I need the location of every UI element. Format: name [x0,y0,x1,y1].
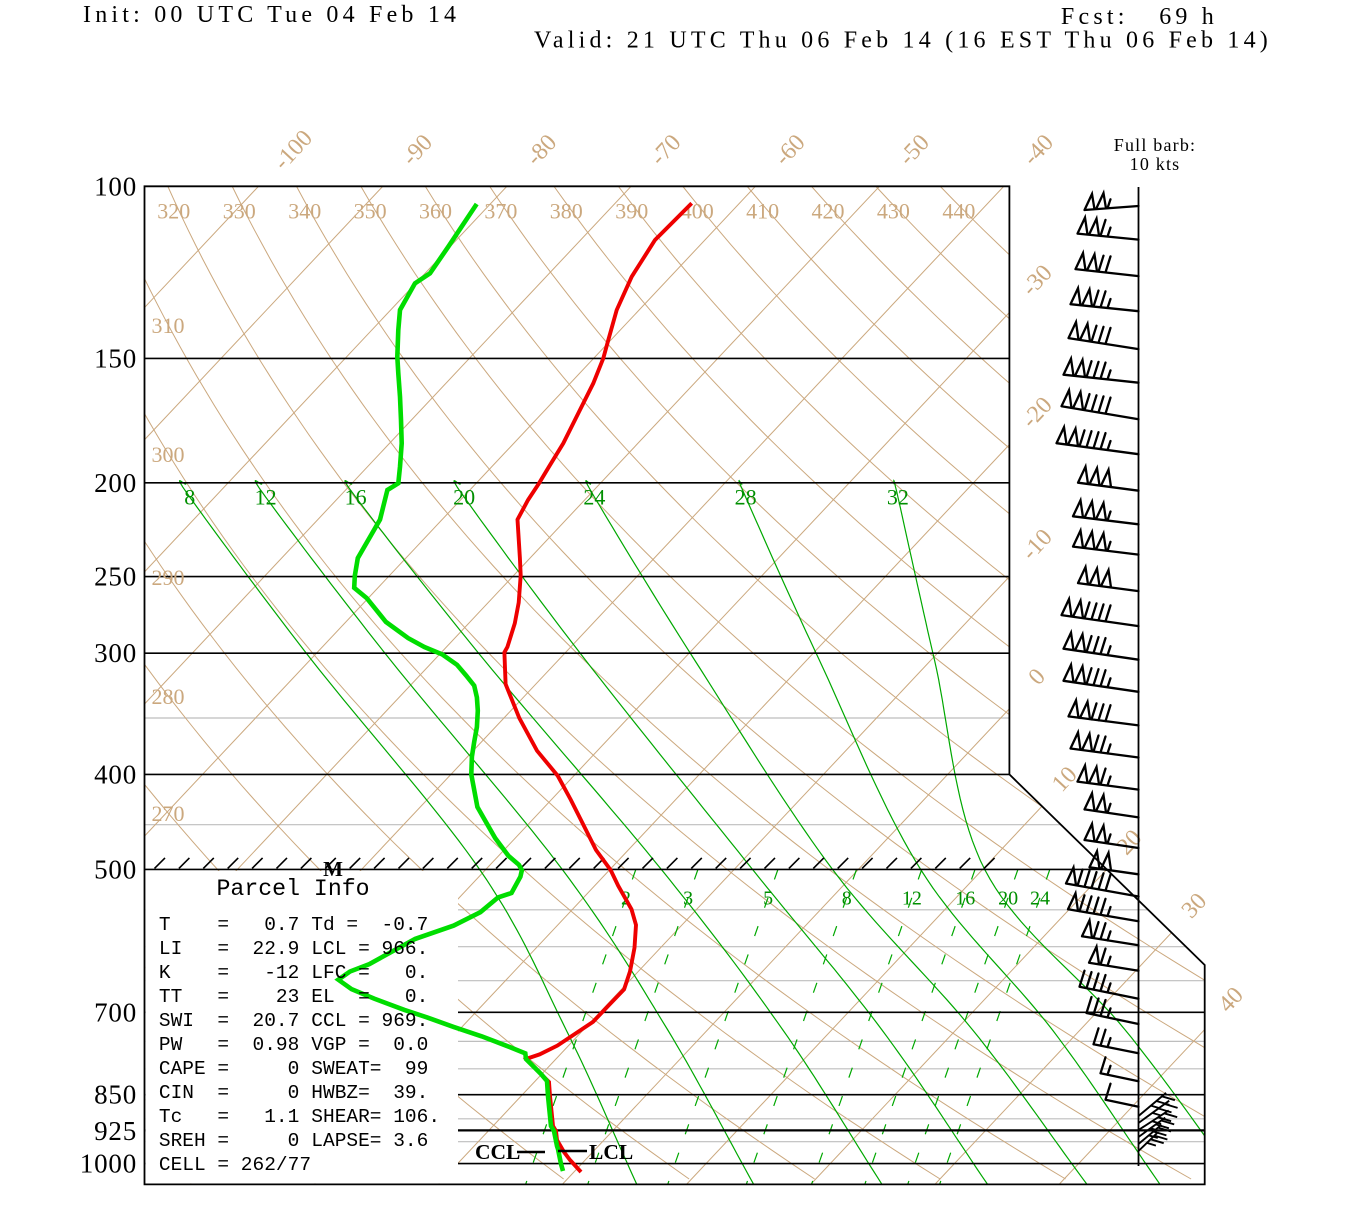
svg-text:430: 430 [877,198,910,223]
svg-text:380: 380 [550,198,583,223]
svg-text:PW = 0.98: PW = 0.98 [159,1034,299,1056]
svg-text:390: 390 [615,198,648,223]
svg-text:CCL: CCL [475,1140,520,1164]
svg-text:12: 12 [255,485,277,510]
svg-text:440: 440 [942,198,975,223]
svg-text:420: 420 [812,198,845,223]
svg-text:370: 370 [484,198,517,223]
svg-text:20: 20 [453,485,475,510]
svg-text:5: 5 [763,888,773,910]
svg-text:M: M [323,857,343,881]
svg-text:250: 250 [94,562,137,592]
svg-text:100: 100 [94,171,137,201]
svg-text:3: 3 [683,888,693,910]
svg-text:SREH = 0: SREH = 0 [159,1130,299,1152]
svg-text:HWBZ= 39.: HWBZ= 39. [311,1082,428,1104]
svg-text:Full barb:: Full barb: [1114,135,1197,155]
svg-text:290: 290 [152,565,185,590]
svg-text:Parcel Info: Parcel Info [217,876,370,902]
svg-text:310: 310 [152,313,185,338]
svg-text:16: 16 [345,485,367,510]
svg-text:CCL = 969.: CCL = 969. [311,1010,428,1032]
svg-text:300: 300 [94,638,137,668]
svg-text:T = 0.7: T = 0.7 [159,914,299,936]
svg-text:410: 410 [746,198,779,223]
svg-text:280: 280 [152,684,185,709]
svg-text:360: 360 [419,198,452,223]
svg-text:8: 8 [842,888,852,910]
svg-text:24: 24 [1030,888,1050,910]
svg-text:CIN = 0: CIN = 0 [159,1082,299,1104]
svg-text:CAPE = 0: CAPE = 0 [159,1058,299,1080]
svg-text:500: 500 [94,854,137,884]
svg-text:925: 925 [94,1116,137,1146]
svg-text:10 kts: 10 kts [1130,154,1181,174]
svg-text:150: 150 [94,343,137,373]
svg-text:320: 320 [157,198,190,223]
svg-text:LCL = 966.: LCL = 966. [311,938,428,960]
svg-text:850: 850 [94,1080,137,1110]
svg-text:LCL: LCL [589,1140,633,1164]
svg-text:28: 28 [735,485,757,510]
svg-text:330: 330 [223,198,256,223]
svg-text:LAPSE= 3.6: LAPSE= 3.6 [311,1130,428,1152]
svg-text:300: 300 [152,442,185,467]
svg-text:340: 340 [288,198,321,223]
svg-text:CELL = 262/77: CELL = 262/77 [159,1154,311,1176]
svg-text:Init: 00 UTC Tue 04 Feb 14: Init: 00 UTC Tue 04 Feb 14 [83,2,460,28]
svg-text:Tc = 1.1: Tc = 1.1 [159,1106,299,1128]
svg-text:24: 24 [583,485,605,510]
svg-text:Valid: 21 UTC Thu 06 Feb 14 (1: Valid: 21 UTC Thu 06 Feb 14 (16 EST Thu … [534,28,1272,54]
svg-text:8: 8 [184,485,195,510]
svg-text:1000: 1000 [80,1149,137,1179]
svg-text:SWEAT= 99: SWEAT= 99 [311,1058,428,1080]
svg-text:700: 700 [94,997,137,1027]
svg-text:200: 200 [94,468,137,498]
svg-text:270: 270 [152,801,185,826]
svg-text:400: 400 [94,759,137,789]
svg-text:SHEAR= 106.: SHEAR= 106. [311,1106,440,1128]
svg-text:Td = -0.7: Td = -0.7 [311,914,428,936]
svg-text:EL = 0.: EL = 0. [311,986,428,1008]
svg-text:LI = 22.9: LI = 22.9 [159,938,299,960]
svg-text:16: 16 [955,888,975,910]
svg-text:12: 12 [902,888,922,910]
svg-text:TT = 23: TT = 23 [159,986,299,1008]
svg-text:20: 20 [998,888,1018,910]
svg-text:VGP = 0.0: VGP = 0.0 [311,1034,428,1056]
svg-text:Fcst: 69 h: Fcst: 69 h [1061,4,1218,30]
svg-text:350: 350 [354,198,387,223]
svg-text:32: 32 [887,485,909,510]
svg-text:SWI = 20.7: SWI = 20.7 [159,1010,299,1032]
svg-text:K = -12: K = -12 [159,962,299,984]
svg-text:LFC = 0.: LFC = 0. [311,962,428,984]
